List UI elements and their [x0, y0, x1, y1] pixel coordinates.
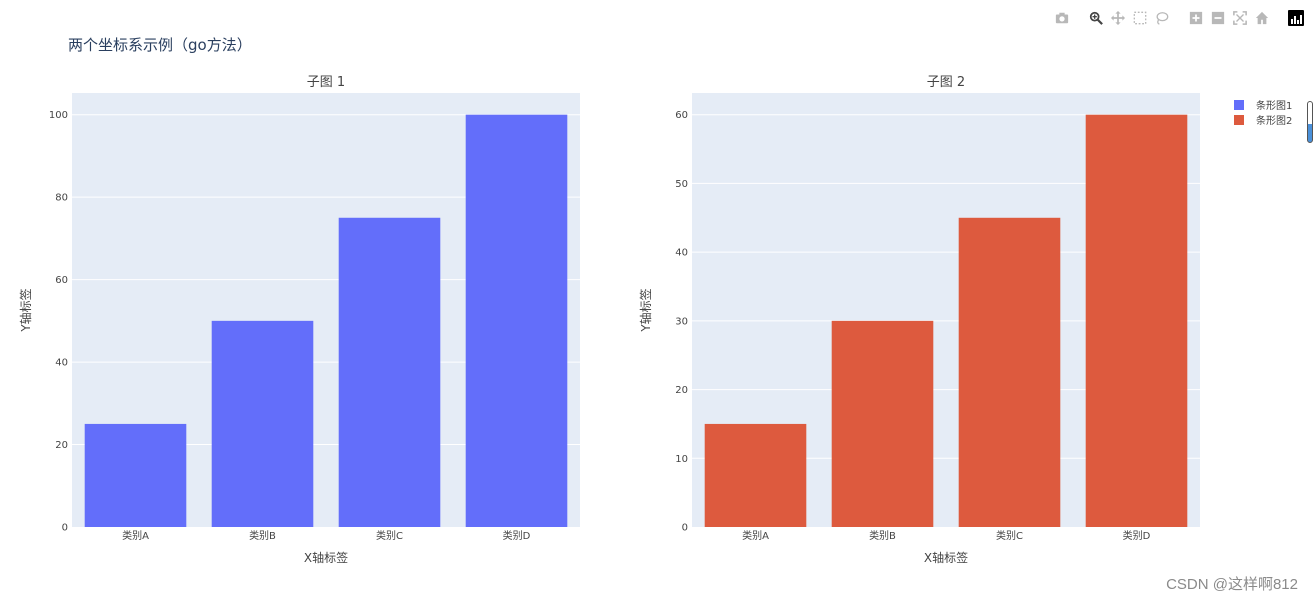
page-title: 两个坐标系示例（go方法） [68, 36, 252, 54]
x-tick-label: 类别D [1123, 529, 1151, 542]
legend-scrollbar[interactable] [1307, 101, 1313, 143]
zoom-in-icon[interactable] [1188, 10, 1204, 26]
y-tick-label: 0 [62, 523, 68, 534]
y-tick-label: 80 [55, 193, 68, 204]
y-tick-label: 20 [55, 440, 68, 451]
y-tick-label: 30 [675, 316, 688, 327]
y-tick-label: 100 [49, 110, 68, 121]
zoom-out-icon[interactable] [1210, 10, 1226, 26]
y-tick-label: 40 [55, 358, 68, 369]
y-axis-title: Y轴标签 [18, 288, 33, 332]
bar [84, 423, 187, 527]
plotly-logo-icon[interactable] [1288, 10, 1304, 26]
bar [465, 114, 568, 528]
home-icon[interactable] [1254, 10, 1270, 26]
x-tick-label: 类别A [742, 529, 769, 542]
y-tick-label: 10 [675, 454, 688, 465]
y-tick-label: 50 [675, 179, 688, 190]
y-tick-label: 60 [55, 275, 68, 286]
y-tick-label: 60 [675, 110, 688, 121]
legend-label: 条形图1 [1256, 99, 1292, 112]
camera-icon[interactable] [1054, 10, 1070, 26]
subplot-title: 子图 2 [927, 75, 965, 90]
y-tick-label: 0 [682, 523, 688, 534]
x-tick-label: 类别C [996, 529, 1023, 542]
x-tick-label: 类别C [376, 529, 403, 542]
subplot-title: 子图 1 [307, 75, 345, 90]
zoom-icon[interactable] [1088, 10, 1104, 26]
modebar [1054, 10, 1304, 26]
legend-swatch [1234, 115, 1244, 125]
x-tick-label: 类别B [869, 529, 896, 542]
watermark: CSDN @这样啊812 [1166, 576, 1298, 593]
bar [338, 217, 441, 527]
bar [211, 320, 314, 527]
bar [1085, 114, 1188, 527]
pan-icon[interactable] [1110, 10, 1126, 26]
bar [704, 423, 807, 527]
x-axis-title: X轴标签 [304, 550, 348, 565]
legend-swatch [1234, 100, 1244, 110]
x-axis-title: X轴标签 [924, 550, 968, 565]
bar [958, 217, 1061, 527]
x-tick-label: 类别B [249, 529, 276, 542]
lasso-icon[interactable] [1154, 10, 1170, 26]
x-tick-label: 类别D [503, 529, 531, 542]
y-tick-label: 20 [675, 385, 688, 396]
box-select-icon[interactable] [1132, 10, 1148, 26]
bar [831, 320, 934, 527]
y-tick-label: 40 [675, 248, 688, 259]
x-tick-label: 类别A [122, 529, 149, 542]
legend-label: 条形图2 [1256, 114, 1292, 127]
autoscale-icon[interactable] [1232, 10, 1248, 26]
y-axis-title: Y轴标签 [638, 288, 653, 332]
